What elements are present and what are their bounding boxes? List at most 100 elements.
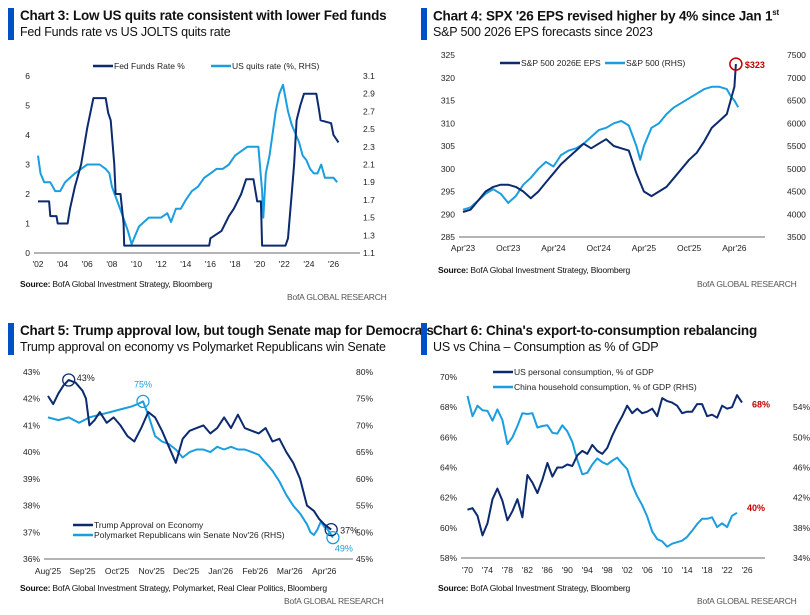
- series-line-light: [47, 400, 334, 539]
- legend-label: China household consumption, % of GDP (R…: [514, 382, 697, 392]
- x-tick-label: '04: [57, 259, 68, 269]
- y-tick-label: 68%: [440, 402, 457, 412]
- y2-tick-label: 75%: [356, 394, 373, 404]
- x-tick-label: '74: [482, 565, 493, 575]
- y-tick-label: 315: [441, 96, 455, 106]
- annotation-label: 37%: [340, 526, 358, 536]
- y2-tick-label: 80%: [356, 367, 373, 377]
- annotation-circle: [324, 522, 338, 537]
- y-tick-label: 310: [441, 118, 455, 128]
- x-tick-label: '70: [462, 565, 473, 575]
- chart6-subtitle: US vs China – Consumption as % of GDP: [433, 340, 659, 354]
- title-accent-bar: [8, 8, 14, 40]
- annotation-label: 43%: [77, 373, 95, 383]
- series-line-light: [462, 85, 740, 211]
- chart4-source: Source: BofA Global Investment Strategy,…: [438, 265, 630, 275]
- legend-label: US personal consumption, % of GDP: [514, 367, 654, 377]
- brand-label: BofA GLOBAL RESEARCH: [697, 279, 797, 289]
- chart6-source: Source: BofA Global Investment Strategy,…: [438, 583, 630, 593]
- y-tick-label: 325: [441, 50, 455, 60]
- y-tick-label: 300: [441, 164, 455, 174]
- y2-tick-label: 1.7: [363, 195, 375, 205]
- x-tick-label: Feb'26: [242, 566, 268, 576]
- x-tick-label: Aug'25: [35, 566, 61, 576]
- annotation-label: 75%: [134, 379, 152, 389]
- chart6-title: Chart 6: China's export-to-consumption r…: [433, 323, 757, 338]
- x-tick-label: '16: [205, 259, 216, 269]
- x-tick-label: Dec'25: [173, 566, 199, 576]
- end-value-label: 68%: [752, 400, 770, 410]
- y2-tick-label: 45%: [356, 554, 373, 564]
- x-tick-label: '94: [582, 565, 593, 575]
- x-tick-label: '78: [502, 565, 513, 575]
- legend-label: S&P 500 (RHS): [626, 58, 686, 68]
- y2-tick-label: 65%: [356, 447, 373, 457]
- y2-tick-label: 7500: [787, 50, 806, 60]
- series-line-dark: [47, 379, 332, 531]
- y-tick-label: 62%: [440, 493, 457, 503]
- y-tick-label: 0: [25, 248, 30, 258]
- chart4-panel: Chart 4: SPX '26 EPS revised higher by 4…: [405, 0, 806, 300]
- x-tick-label: '14: [682, 565, 693, 575]
- y2-tick-label: 70%: [356, 420, 373, 430]
- chart5-plot: 36% 37% 38% 39% 40% 41% 42% 43% 45% 50% 55% 60% 65% 7…: [23, 367, 373, 576]
- x-tick-label: '22: [279, 259, 290, 269]
- chart6-panel: Chart 6: China's export-to-consumption r…: [405, 315, 810, 615]
- brand-label: BofA GLOBAL RESEARCH: [284, 596, 384, 606]
- x-tick-label: '12: [156, 259, 167, 269]
- x-tick-label: '20: [254, 259, 265, 269]
- x-tick-label: Oct'25: [105, 566, 130, 576]
- x-tick-label: '90: [562, 565, 573, 575]
- annotation-circle: [729, 57, 743, 71]
- y2-tick-label: 2.3: [363, 142, 375, 152]
- chart5-subtitle: Trump approval on economy vs Polymarket …: [20, 340, 386, 354]
- annotation-circle: [62, 373, 76, 387]
- chart5-panel: Chart 5: Trump approval low, but tough S…: [0, 315, 434, 615]
- x-tick-label: Jan'26: [208, 566, 233, 576]
- chart4-subtitle: S&P 500 2026 EPS forecasts since 2023: [433, 25, 653, 39]
- y-tick-label: 290: [441, 209, 455, 219]
- y-tick-label: 41%: [23, 420, 40, 430]
- y2-tick-label: 6500: [787, 96, 806, 106]
- y-tick-label: 285: [441, 232, 455, 242]
- x-tick-label: Apr'26: [312, 566, 337, 576]
- y-tick-label: 43%: [23, 367, 40, 377]
- x-tick-label: '18: [229, 259, 240, 269]
- source-label: Source:: [20, 583, 51, 593]
- y2-tick-label: 5000: [787, 164, 806, 174]
- y2-tick-label: 2.7: [363, 106, 375, 116]
- y-tick-label: 1: [25, 219, 30, 229]
- y-tick-label: 64%: [440, 463, 457, 473]
- y-tick-label: 40%: [23, 447, 40, 457]
- y-tick-label: 39%: [23, 474, 40, 484]
- source-text: BofA Global Investment Strategy, Bloombe…: [52, 279, 213, 289]
- chart5-source: Source: BofA Global Investment Strategy,…: [20, 583, 327, 593]
- chart3-subtitle: Fed Funds rate vs US JOLTS quits rate: [20, 25, 231, 39]
- y-tick-label: 295: [441, 187, 455, 197]
- x-tick-label: Oct'23: [496, 243, 521, 253]
- y2-tick-label: 2.9: [363, 89, 375, 99]
- x-tick-label: Apr'25: [632, 243, 657, 253]
- chart4-plot: 285 290 295 300 305 310 315 320 325 3500 4000 4500 5…: [441, 50, 806, 253]
- source-text: BofA Global Investment Strategy, Polymar…: [52, 583, 327, 593]
- title-accent-bar: [421, 323, 427, 355]
- source-label: Source:: [438, 265, 469, 275]
- y2-tick-label: 1.5: [363, 213, 375, 223]
- y2-tick-label: 38%: [793, 523, 810, 533]
- source-text: BofA Global Investment Strategy, Bloombe…: [470, 265, 631, 275]
- y2-tick-label: 7000: [787, 73, 806, 83]
- y2-tick-label: 46%: [793, 463, 810, 473]
- x-tick-label: Mar'26: [277, 566, 303, 576]
- y-tick-label: 36%: [23, 554, 40, 564]
- y2-tick-label: 4500: [787, 187, 806, 197]
- x-tick-label: '24: [303, 259, 314, 269]
- x-tick-label: Sep'25: [69, 566, 95, 576]
- series-line-light: [37, 83, 338, 246]
- legend-label: US quits rate (%, RHS): [232, 61, 320, 71]
- y2-tick-label: 50%: [356, 527, 373, 537]
- x-tick-label: '02: [622, 565, 633, 575]
- title-accent-bar: [421, 8, 427, 40]
- y2-tick-label: 54%: [793, 402, 810, 412]
- y-tick-label: 42%: [23, 394, 40, 404]
- legend-label: Trump Approval on Economy: [94, 520, 204, 530]
